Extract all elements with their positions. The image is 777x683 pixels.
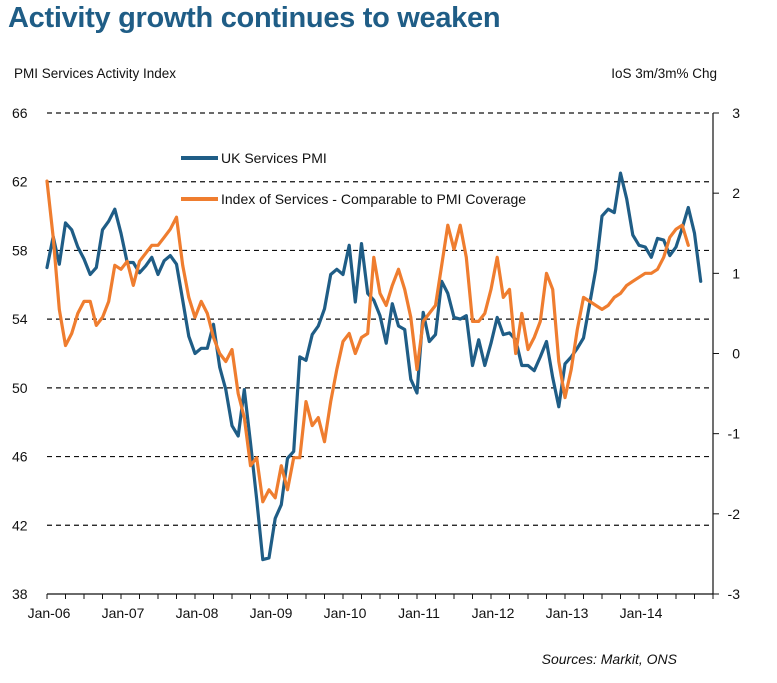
- x-tick-label: Jan-06: [28, 605, 71, 621]
- y-tick-label-left: 66: [12, 105, 28, 121]
- y-tick-label-right: -2: [728, 506, 741, 522]
- x-tick-label: Jan-10: [324, 605, 367, 621]
- y-tick-label-left: 50: [12, 380, 28, 396]
- axes: 38 42 46 50 54 58 62 66 -3 -2 -1 0 1 2 3 Jan-06 Jan-07 Ja…: [12, 105, 740, 621]
- y-tick-label-right: 0: [732, 346, 740, 362]
- x-tick-label: Jan-09: [250, 605, 293, 621]
- y-tick-label-left: 38: [12, 586, 28, 602]
- series-line-ios: [45, 179, 690, 504]
- y-tick-label-left: 58: [12, 242, 28, 258]
- legend-label: Index of Services - Comparable to PMI Co…: [221, 191, 526, 207]
- y-tick-label-left: 62: [12, 174, 28, 190]
- chart-title: Activity growth continues to weaken: [8, 2, 501, 34]
- y-tick-label-right: -1: [728, 426, 741, 442]
- x-tick-label: Jan-12: [472, 605, 515, 621]
- y-axis-label-left: PMI Services Activity Index: [14, 66, 177, 81]
- y-axis-label-right: IoS 3m/3m% Chg: [611, 66, 717, 81]
- legend-label: UK Services PMI: [221, 150, 327, 166]
- series-lines: [45, 171, 703, 562]
- y-tick-label-left: 46: [12, 449, 28, 465]
- series-line-pmi: [45, 171, 703, 562]
- y-tick-label-right: -3: [728, 586, 741, 602]
- y-tick-label-left: 54: [12, 311, 28, 327]
- y-tick-label-right: 1: [732, 265, 740, 281]
- y-tick-label-right: 3: [732, 105, 740, 121]
- y-tick-label-right: 2: [732, 185, 740, 201]
- x-tick-label: Jan-11: [398, 605, 440, 621]
- x-tick-label: Jan-08: [176, 605, 219, 621]
- legend: UK Services PMI Index of Services - Compa…: [181, 150, 526, 207]
- x-tick-label: Jan-14: [620, 605, 663, 621]
- x-tick-label: Jan-13: [546, 605, 589, 621]
- y-tick-label-left: 42: [12, 517, 28, 533]
- x-tick-label: Jan-07: [102, 605, 145, 621]
- source-note: Sources: Markit, ONS: [541, 651, 677, 667]
